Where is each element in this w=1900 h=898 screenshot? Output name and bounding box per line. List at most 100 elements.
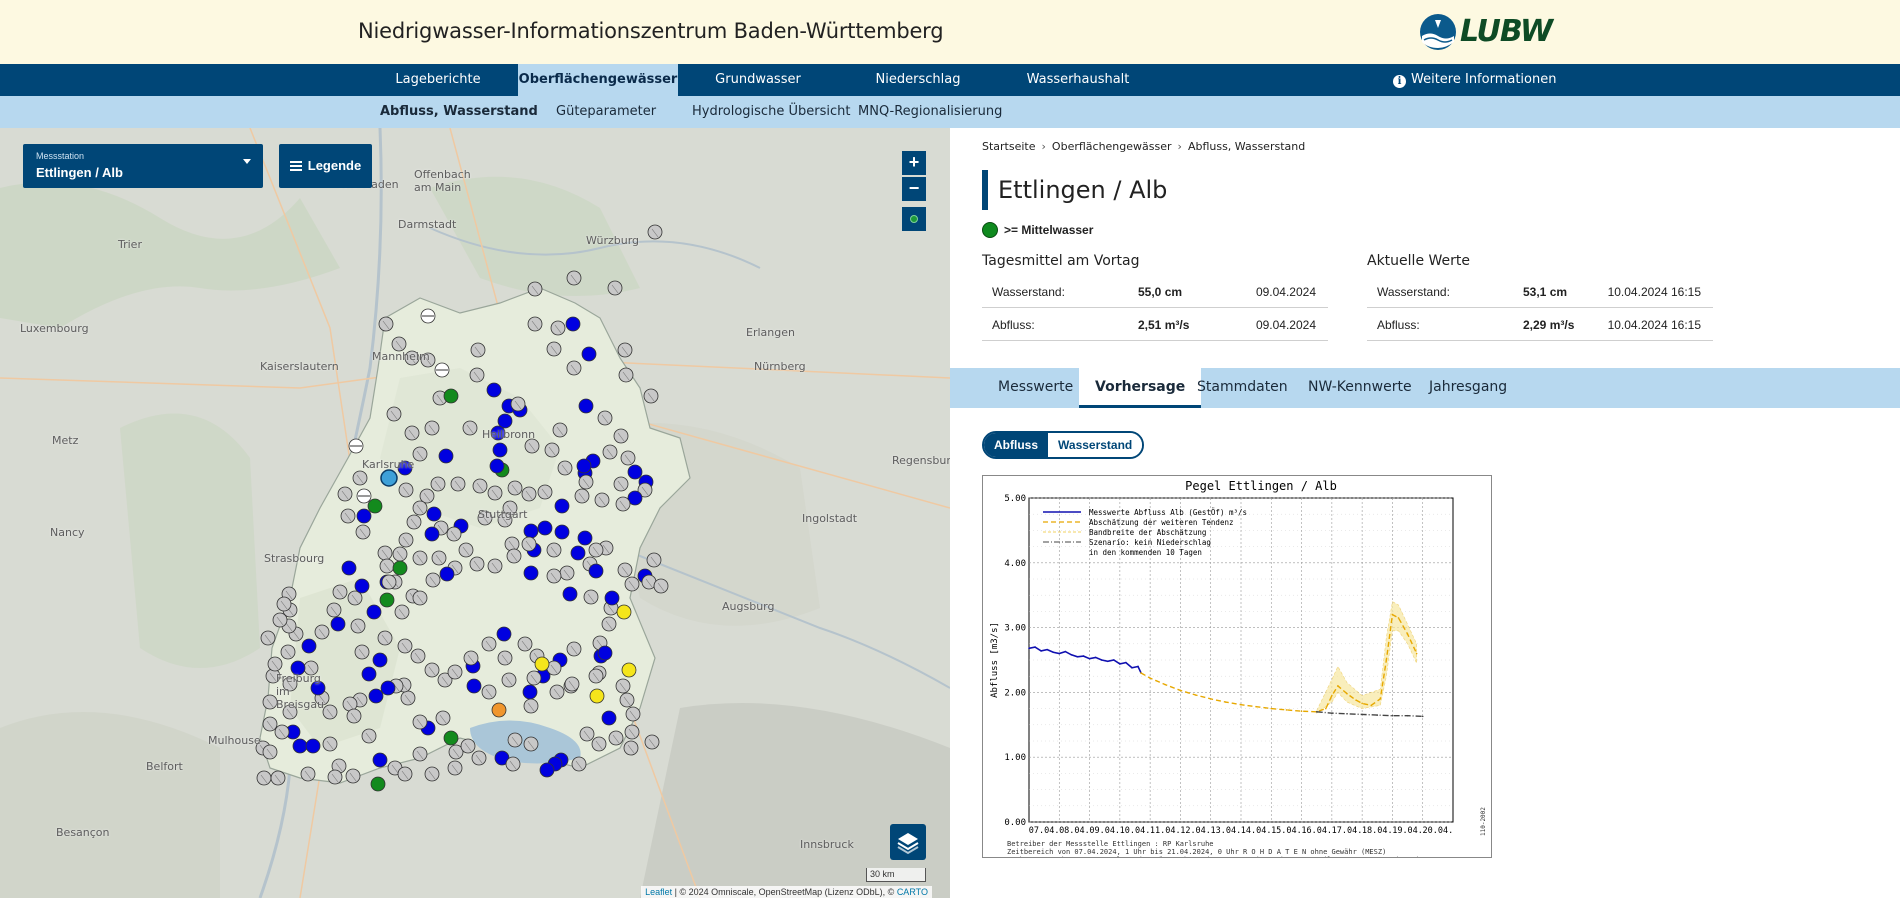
station-marker[interactable] bbox=[424, 766, 440, 782]
station-marker[interactable] bbox=[431, 550, 447, 566]
station-marker[interactable] bbox=[566, 270, 582, 286]
nav-oberflaechengewaesser[interactable]: Oberflächengewässer bbox=[518, 64, 678, 96]
station-marker[interactable] bbox=[613, 428, 629, 444]
station-marker[interactable] bbox=[578, 398, 594, 414]
station-marker[interactable] bbox=[526, 670, 542, 686]
station-marker[interactable] bbox=[397, 460, 413, 476]
station-marker[interactable] bbox=[392, 560, 408, 576]
station-marker[interactable] bbox=[372, 652, 388, 668]
station-marker[interactable] bbox=[510, 396, 526, 412]
station-marker[interactable] bbox=[412, 550, 428, 566]
station-marker[interactable] bbox=[566, 641, 582, 657]
station-marker[interactable] bbox=[501, 672, 517, 688]
station-marker[interactable] bbox=[627, 464, 643, 480]
station-marker[interactable] bbox=[602, 444, 618, 460]
station-marker[interactable] bbox=[404, 350, 420, 366]
station-marker[interactable] bbox=[490, 425, 506, 441]
station-marker[interactable] bbox=[327, 769, 343, 785]
station-marker[interactable] bbox=[397, 638, 413, 654]
station-marker[interactable] bbox=[562, 586, 578, 602]
station-marker[interactable] bbox=[623, 740, 639, 756]
station-marker[interactable] bbox=[546, 568, 562, 584]
legend-button[interactable]: Legende bbox=[279, 144, 372, 188]
station-marker[interactable] bbox=[379, 558, 395, 574]
station-marker[interactable] bbox=[559, 565, 575, 581]
nav-lageberichte[interactable]: Lageberichte bbox=[395, 72, 481, 87]
station-marker[interactable] bbox=[496, 626, 512, 642]
station-marker[interactable] bbox=[256, 770, 272, 786]
breadcrumb-oberflaechengewaesser[interactable]: Oberflächengewässer bbox=[1051, 140, 1172, 153]
station-marker[interactable] bbox=[340, 508, 356, 524]
station-marker[interactable] bbox=[477, 510, 493, 526]
station-marker[interactable] bbox=[412, 746, 428, 762]
station-marker[interactable] bbox=[615, 678, 631, 694]
subnav-mnq-regionalisierung[interactable]: MNQ-Regionalisierung bbox=[858, 104, 1003, 119]
station-marker[interactable] bbox=[552, 422, 568, 438]
station-marker[interactable] bbox=[591, 736, 607, 752]
station-marker[interactable] bbox=[314, 624, 330, 640]
station-marker[interactable] bbox=[398, 532, 414, 548]
station-marker[interactable] bbox=[523, 565, 539, 581]
station-marker[interactable] bbox=[466, 678, 482, 694]
station-map[interactable]: Wiesbaden Offenbach am Main Darmstadt Wü… bbox=[0, 128, 950, 898]
leaflet-link[interactable]: Leaflet bbox=[645, 887, 673, 897]
station-marker[interactable] bbox=[492, 442, 508, 458]
station-marker[interactable] bbox=[276, 596, 292, 612]
station-marker[interactable] bbox=[458, 542, 474, 558]
station-marker[interactable] bbox=[564, 676, 580, 692]
station-marker[interactable] bbox=[463, 650, 479, 666]
station-marker[interactable] bbox=[624, 576, 640, 592]
station-marker[interactable] bbox=[350, 618, 366, 634]
station-marker[interactable] bbox=[537, 520, 553, 536]
station-marker[interactable] bbox=[549, 684, 565, 700]
station-marker[interactable] bbox=[370, 776, 386, 792]
station-marker[interactable] bbox=[619, 692, 635, 708]
station-marker[interactable] bbox=[601, 616, 617, 632]
station-marker[interactable] bbox=[424, 526, 440, 542]
station-marker[interactable] bbox=[537, 484, 553, 500]
station-marker[interactable] bbox=[497, 650, 513, 666]
station-marker[interactable] bbox=[469, 556, 485, 572]
station-marker[interactable] bbox=[470, 342, 486, 358]
station-marker[interactable] bbox=[571, 756, 587, 772]
station-marker[interactable] bbox=[620, 450, 636, 466]
station-marker[interactable] bbox=[589, 688, 605, 704]
nav-niederschlag[interactable]: Niederschlag bbox=[875, 72, 961, 87]
locate-station-button[interactable] bbox=[902, 207, 926, 231]
station-marker[interactable] bbox=[554, 524, 570, 540]
tab-vorhersage[interactable]: Vorhersage bbox=[1079, 368, 1202, 408]
station-marker[interactable] bbox=[601, 710, 617, 726]
station-marker[interactable] bbox=[608, 730, 624, 746]
station-marker[interactable] bbox=[274, 724, 290, 740]
station-marker[interactable] bbox=[554, 498, 570, 514]
station-marker[interactable] bbox=[487, 485, 503, 501]
zoom-out-button[interactable]: − bbox=[902, 177, 926, 201]
station-marker[interactable] bbox=[643, 388, 659, 404]
nav-grundwasser[interactable]: Grundwasser bbox=[715, 72, 801, 87]
station-marker[interactable] bbox=[366, 604, 382, 620]
station-marker[interactable] bbox=[355, 524, 371, 540]
station-marker[interactable] bbox=[527, 316, 543, 332]
station-marker[interactable] bbox=[597, 410, 613, 426]
station-marker[interactable] bbox=[326, 602, 342, 618]
station-marker[interactable] bbox=[637, 482, 653, 498]
station-marker[interactable] bbox=[523, 523, 539, 539]
station-marker[interactable] bbox=[487, 558, 503, 574]
subnav-gueteparameter[interactable]: Güteparameter bbox=[556, 104, 657, 119]
station-marker[interactable] bbox=[380, 680, 396, 696]
layers-button[interactable] bbox=[890, 824, 926, 860]
station-marker[interactable] bbox=[588, 563, 604, 579]
station-marker[interactable] bbox=[627, 490, 643, 506]
station-marker[interactable] bbox=[322, 704, 338, 720]
station-marker[interactable] bbox=[621, 662, 637, 678]
station-marker[interactable] bbox=[301, 638, 317, 654]
station-marker[interactable] bbox=[566, 360, 582, 376]
station-marker[interactable] bbox=[404, 425, 420, 441]
station-marker[interactable] bbox=[394, 604, 410, 620]
station-marker[interactable] bbox=[497, 512, 513, 528]
station-marker[interactable] bbox=[544, 442, 560, 458]
station-marker[interactable] bbox=[472, 478, 488, 494]
station-marker[interactable] bbox=[280, 644, 296, 660]
station-marker[interactable] bbox=[446, 526, 462, 542]
station-marker[interactable] bbox=[617, 342, 633, 358]
